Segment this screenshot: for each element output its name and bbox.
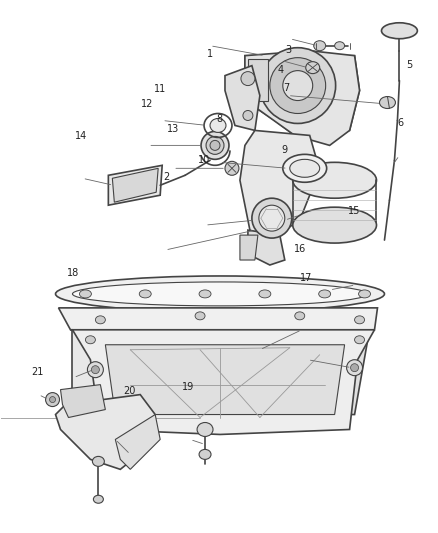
Text: 5: 5 (406, 60, 412, 70)
Ellipse shape (314, 41, 326, 51)
Ellipse shape (379, 96, 396, 109)
Polygon shape (245, 51, 360, 146)
Ellipse shape (88, 362, 103, 378)
Ellipse shape (381, 23, 417, 39)
Text: 12: 12 (141, 100, 153, 109)
Ellipse shape (197, 423, 213, 437)
Text: 2: 2 (163, 172, 170, 182)
Ellipse shape (243, 110, 253, 120)
Text: 15: 15 (348, 206, 360, 216)
Text: 7: 7 (283, 83, 290, 93)
Ellipse shape (259, 205, 285, 231)
Polygon shape (245, 55, 360, 135)
Ellipse shape (201, 132, 229, 159)
Ellipse shape (335, 42, 345, 50)
Ellipse shape (206, 136, 224, 155)
Polygon shape (248, 59, 268, 101)
Ellipse shape (92, 456, 104, 466)
Polygon shape (112, 168, 158, 202)
Polygon shape (56, 394, 155, 470)
Ellipse shape (225, 161, 239, 175)
Ellipse shape (252, 198, 292, 238)
Ellipse shape (260, 47, 336, 124)
Text: 16: 16 (293, 245, 306, 254)
Ellipse shape (72, 282, 367, 306)
Text: 19: 19 (182, 382, 194, 392)
Text: 9: 9 (282, 144, 288, 155)
Ellipse shape (350, 364, 359, 372)
Text: 11: 11 (154, 84, 166, 93)
Ellipse shape (293, 163, 377, 198)
Ellipse shape (93, 495, 103, 503)
Polygon shape (225, 66, 260, 131)
Ellipse shape (270, 58, 326, 114)
Ellipse shape (46, 393, 60, 407)
Ellipse shape (306, 62, 320, 74)
Ellipse shape (199, 449, 211, 459)
Ellipse shape (95, 316, 106, 324)
Ellipse shape (293, 207, 377, 243)
Ellipse shape (319, 290, 331, 298)
Text: 3: 3 (286, 45, 292, 55)
Ellipse shape (49, 397, 56, 402)
Ellipse shape (195, 312, 205, 320)
Polygon shape (240, 235, 258, 260)
Polygon shape (66, 312, 374, 314)
Text: 14: 14 (75, 131, 88, 141)
Polygon shape (59, 308, 378, 330)
Ellipse shape (355, 336, 364, 344)
Text: 8: 8 (216, 114, 222, 124)
Ellipse shape (346, 360, 363, 376)
Ellipse shape (56, 276, 385, 312)
Ellipse shape (92, 366, 99, 374)
Polygon shape (248, 230, 285, 265)
Text: 20: 20 (124, 386, 136, 396)
Ellipse shape (290, 159, 320, 177)
Ellipse shape (283, 71, 313, 101)
Polygon shape (108, 165, 162, 205)
Polygon shape (106, 345, 345, 415)
Text: 4: 4 (277, 65, 283, 75)
Polygon shape (240, 131, 320, 240)
Polygon shape (71, 330, 374, 434)
Text: 17: 17 (300, 273, 312, 283)
Ellipse shape (210, 118, 226, 132)
Text: 1: 1 (207, 49, 213, 59)
Text: 6: 6 (397, 118, 403, 128)
Ellipse shape (139, 290, 151, 298)
Polygon shape (60, 385, 106, 417)
Polygon shape (220, 330, 370, 415)
Text: 18: 18 (67, 269, 79, 278)
Ellipse shape (359, 290, 371, 298)
Ellipse shape (210, 140, 220, 150)
Polygon shape (72, 330, 220, 419)
Ellipse shape (283, 155, 327, 182)
Text: 10: 10 (198, 155, 210, 165)
Ellipse shape (295, 312, 305, 320)
Ellipse shape (355, 316, 364, 324)
Polygon shape (115, 415, 160, 470)
Ellipse shape (241, 71, 255, 86)
Ellipse shape (199, 290, 211, 298)
Text: 13: 13 (167, 124, 179, 134)
Text: 21: 21 (32, 367, 44, 377)
Ellipse shape (79, 290, 92, 298)
Ellipse shape (259, 290, 271, 298)
Ellipse shape (85, 336, 95, 344)
Polygon shape (66, 315, 374, 330)
